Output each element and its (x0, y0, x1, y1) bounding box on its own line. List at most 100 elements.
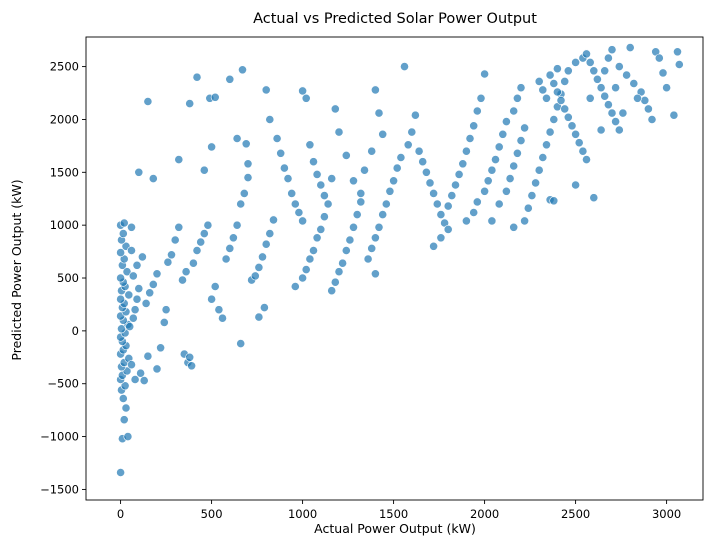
data-point (487, 216, 497, 226)
data-point (116, 273, 125, 283)
data-point (600, 66, 610, 76)
data-point (294, 208, 304, 217)
data-point (290, 199, 300, 209)
data-point (356, 188, 366, 198)
data-point (622, 70, 631, 80)
data-point (494, 199, 504, 209)
data-point (221, 254, 231, 264)
data-point (276, 148, 286, 158)
data-point (662, 83, 671, 93)
data-point (501, 186, 511, 196)
data-point (669, 110, 679, 120)
data-point (309, 246, 318, 255)
data-point (312, 169, 322, 179)
data-point (531, 178, 540, 188)
y-tick-label: 500 (57, 271, 79, 285)
data-point (407, 127, 417, 137)
data-point (236, 339, 246, 348)
data-point (132, 294, 142, 304)
data-point (574, 138, 584, 148)
data-point (243, 159, 253, 169)
data-point (120, 381, 130, 391)
data-point (545, 127, 555, 137)
data-point (400, 62, 409, 71)
data-point (124, 290, 134, 300)
plot-frame (85, 36, 704, 501)
data-point (352, 210, 362, 219)
data-point (593, 74, 602, 84)
data-point (170, 235, 180, 245)
data-point (269, 215, 278, 225)
data-point (298, 86, 307, 96)
data-point (556, 96, 566, 105)
data-point (611, 117, 620, 126)
data-point (152, 364, 162, 374)
data-point (607, 108, 617, 118)
x-tick-label: 2500 (561, 507, 590, 521)
data-point (316, 180, 326, 190)
data-point (305, 140, 315, 150)
data-point (132, 260, 142, 270)
data-point (341, 246, 351, 255)
x-tick-label: 2000 (470, 507, 499, 521)
data-point (418, 157, 428, 167)
data-point (116, 294, 125, 304)
data-point (367, 243, 377, 253)
data-point (128, 313, 138, 323)
data-point (185, 352, 195, 362)
data-point (480, 69, 489, 79)
data-point (396, 153, 406, 162)
data-point (225, 74, 235, 84)
data-point (501, 117, 511, 126)
data-point (123, 432, 133, 441)
data-point (178, 275, 187, 285)
data-point (527, 191, 537, 200)
data-point (250, 271, 260, 281)
data-point (498, 129, 508, 139)
data-point (378, 210, 388, 219)
y-tick-label: −1000 (40, 430, 79, 444)
data-point (640, 96, 650, 105)
data-point (553, 64, 562, 74)
data-point (614, 62, 624, 71)
data-point (370, 85, 380, 95)
data-point (185, 99, 195, 108)
data-point (469, 208, 479, 217)
data-point (174, 155, 184, 164)
data-point (571, 129, 580, 139)
data-point (137, 252, 147, 262)
data-point (472, 197, 482, 207)
data-point (571, 58, 580, 67)
data-point (305, 254, 315, 264)
data-point (349, 222, 358, 232)
data-point (451, 180, 460, 190)
data-point (604, 53, 613, 63)
data-point (349, 176, 358, 186)
data-point (363, 254, 373, 264)
data-point (374, 108, 384, 118)
data-point (127, 360, 136, 370)
data-point (392, 163, 402, 173)
data-point (629, 79, 639, 88)
data-point (523, 203, 533, 213)
x-tick-label: 0 (117, 507, 124, 521)
data-point (207, 142, 216, 152)
data-point (563, 112, 573, 122)
data-point (203, 220, 213, 230)
data-point (367, 146, 377, 156)
data-point (207, 294, 216, 304)
data-point (585, 58, 595, 67)
data-point (254, 262, 264, 272)
data-point (254, 312, 264, 322)
data-point (163, 257, 173, 267)
data-point (596, 83, 606, 93)
data-point (513, 148, 522, 158)
data-point (509, 222, 519, 232)
data-point (122, 267, 132, 277)
data-point (385, 186, 395, 196)
data-point (225, 243, 235, 253)
data-point (582, 49, 591, 59)
data-point (261, 239, 271, 249)
data-point (560, 104, 570, 114)
